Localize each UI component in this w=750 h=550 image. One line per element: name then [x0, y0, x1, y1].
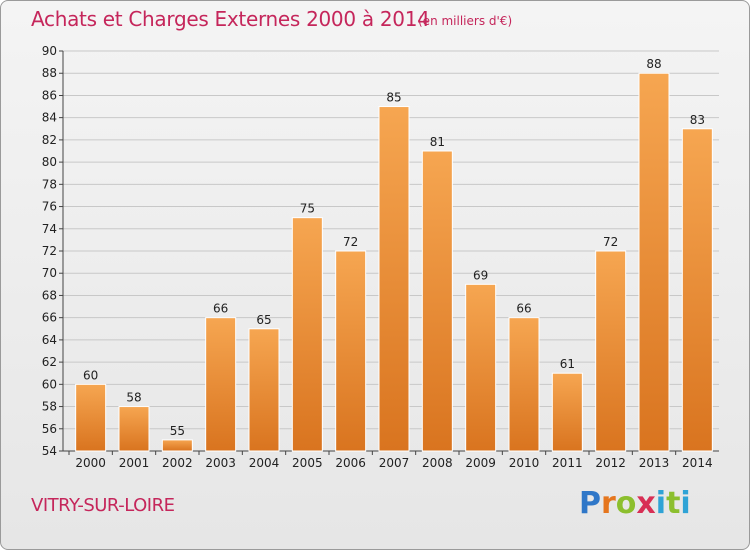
value-label-2003: 66	[213, 302, 228, 316]
bar-2010	[508, 317, 540, 452]
value-label-2000: 60	[83, 368, 98, 382]
x-tick-label-2003: 2003	[205, 456, 236, 470]
bar-2014	[681, 128, 713, 452]
x-tick-label-2007: 2007	[379, 456, 410, 470]
x-tick-label-2010: 2010	[509, 456, 540, 470]
x-tick-label-2011: 2011	[552, 456, 583, 470]
y-tick-label: 60	[42, 377, 57, 391]
value-label-2006: 72	[343, 235, 358, 249]
bar-2013	[638, 72, 670, 452]
value-label-2012: 72	[603, 235, 618, 249]
x-tick-label-2006: 2006	[335, 456, 366, 470]
value-label-2001: 58	[126, 391, 141, 405]
bar-2012	[595, 250, 627, 452]
y-tick-label: 72	[42, 244, 57, 258]
bar-2000	[75, 383, 107, 452]
bar-2009	[465, 283, 497, 452]
y-tick-label: 70	[42, 266, 57, 280]
bar-2001	[118, 406, 150, 452]
chart-subtitle: (en milliers d'€)	[418, 14, 513, 28]
y-tick-label: 90	[42, 44, 57, 58]
bar-2004	[248, 328, 280, 452]
x-tick-label-2014: 2014	[682, 456, 713, 470]
value-label-2014: 83	[690, 113, 705, 127]
value-label-2008: 81	[430, 135, 445, 149]
bar-2007	[378, 106, 410, 452]
x-tick-label-2002: 2002	[162, 456, 193, 470]
x-tick-label-2001: 2001	[119, 456, 150, 470]
x-tick-label-2000: 2000	[75, 456, 106, 470]
proxiti-logo[interactable]: Proxiti	[579, 486, 691, 521]
y-tick-label: 64	[42, 333, 57, 347]
value-label-2007: 85	[386, 91, 401, 105]
value-label-2011: 61	[560, 357, 575, 371]
y-tick-label: 78	[42, 177, 57, 191]
labels: 54 56 58 60 62 64 66 68 70 72 74 76 78 80 82 84 86 88 90 60…	[42, 44, 713, 470]
x-tick-label-2008: 2008	[422, 456, 453, 470]
x-tick-label-2013: 2013	[639, 456, 670, 470]
y-tick-label: 80	[42, 155, 57, 169]
bar-2006	[335, 250, 367, 452]
bar-2002	[161, 439, 193, 452]
value-label-2005: 75	[300, 202, 315, 216]
bar-2003	[205, 317, 237, 452]
y-tick-label: 66	[42, 311, 57, 325]
y-tick-label: 54	[42, 444, 57, 458]
x-tick-label-2012: 2012	[595, 456, 626, 470]
town-name: VITRY-SUR-LOIRE	[31, 495, 175, 516]
y-tick-label: 86	[42, 88, 57, 102]
y-tick-label: 74	[42, 222, 57, 236]
y-tick-label: 82	[42, 133, 57, 147]
bar-2005	[291, 217, 323, 452]
bar-2011	[551, 372, 583, 452]
y-tick-label: 88	[42, 66, 57, 80]
value-label-2004: 65	[256, 313, 271, 327]
value-label-2013: 88	[646, 57, 661, 71]
bar-2008	[421, 150, 453, 452]
y-tick-label: 62	[42, 355, 57, 369]
chart-title: Achats et Charges Externes 2000 à 2014	[31, 7, 430, 31]
value-label-2010: 66	[516, 302, 531, 316]
value-label-2002: 55	[170, 424, 185, 438]
y-tick-label: 58	[42, 400, 57, 414]
x-tick-label-2005: 2005	[292, 456, 323, 470]
y-tick-label: 56	[42, 422, 57, 436]
x-tick-label-2004: 2004	[249, 456, 280, 470]
value-label-2009: 69	[473, 268, 488, 282]
bars	[75, 72, 713, 452]
x-tick-label-2009: 2009	[465, 456, 496, 470]
y-tick-label: 84	[42, 111, 57, 125]
y-tick-label: 68	[42, 288, 57, 302]
y-tick-label: 76	[42, 200, 57, 214]
